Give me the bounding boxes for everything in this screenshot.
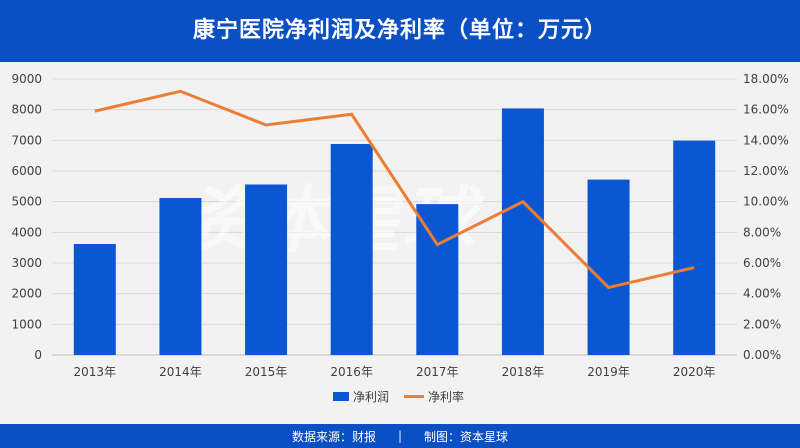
right-axis-ticks: 0.00% 2.00% 4.00% 6.00% 8.00% 10.00% 12.00% 14.… [743,72,789,362]
left-tick-label: 0 [34,348,42,362]
bar [330,144,373,355]
right-tick-label: 18.00% [743,72,789,86]
bar [673,140,716,355]
legend-bar-label: 净利润 [353,390,389,404]
left-tick-label: 5000 [11,195,42,209]
x-tick-label: 2017年 [416,365,459,379]
footer-bar: 数据来源：财报 | 制图：资本星球 [0,424,800,448]
bar [159,197,202,355]
left-tick-label: 8000 [11,103,42,117]
x-tick-label: 2015年 [245,365,288,379]
legend: 净利润 净利率 [333,389,464,404]
left-tick-label: 4000 [11,225,42,239]
x-axis-labels: 2013年 2014年 2015年 2016年 2017年 2018年 2019年 2020年 [74,365,716,379]
footer-maker: 制图：资本星球 [424,429,509,444]
bar [501,108,544,355]
title-bar [0,0,800,62]
x-tick-label: 2020年 [673,365,716,379]
right-tick-label: 14.00% [743,133,789,147]
left-tick-label: 9000 [11,72,42,86]
chart-svg: 资本星球 01000200030004000500060007000800090… [11,72,789,404]
legend-line-label: 净利率 [428,389,464,404]
left-tick-label: 3000 [11,256,42,270]
left-tick-label: 6000 [11,164,42,178]
x-tick-label: 2013年 [74,365,117,379]
right-tick-label: 8.00% [743,225,781,239]
right-tick-label: 16.00% [743,103,789,117]
chart-title: 康宁医院净利润及净利率（单位：万元） [192,18,607,43]
x-tick-label: 2019年 [587,365,630,379]
legend-bar-swatch [333,392,349,401]
x-tick-label: 2016年 [330,365,373,379]
x-tick-label: 2014年 [159,365,202,379]
line-path [94,89,695,290]
footer-source: 数据来源：财报 [291,429,376,444]
plot-background [0,62,800,424]
bar [416,204,459,355]
bar [245,184,288,355]
footer-separator: | [397,429,403,443]
line-series [94,89,695,290]
left-tick-label: 7000 [11,133,42,147]
left-tick-label: 2000 [11,287,42,301]
left-axis-ticks: 0 1000 2000 3000 4000 5000 6000 7000 8000 9000 [11,72,42,362]
bar [587,179,630,355]
right-tick-label: 6.00% [743,256,781,270]
right-tick-label: 0.00% [743,348,781,362]
left-tick-label: 1000 [11,317,42,331]
right-tick-label: 4.00% [743,287,781,301]
bar-series [73,108,716,355]
right-tick-label: 12.00% [743,164,789,178]
right-tick-label: 10.00% [743,195,789,209]
x-tick-label: 2018年 [502,365,545,379]
right-tick-label: 2.00% [743,317,781,331]
bar [73,243,116,355]
